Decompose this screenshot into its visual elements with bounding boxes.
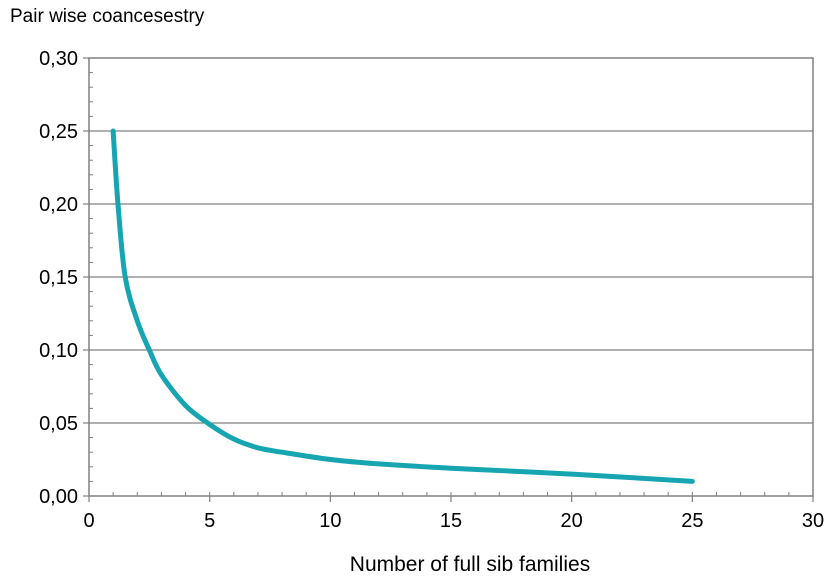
y-tick-label: 0,30 bbox=[39, 48, 78, 70]
data-point bbox=[207, 422, 212, 427]
plot-frame bbox=[88, 57, 814, 497]
x-tick-label: 0 bbox=[83, 510, 94, 532]
data-point bbox=[231, 437, 236, 442]
y-tick-label: 0,20 bbox=[39, 194, 78, 216]
data-point bbox=[690, 479, 695, 484]
y-axis-title: Pair wise coancesestry bbox=[10, 6, 205, 27]
data-point bbox=[569, 472, 574, 477]
y-tick-label: 0,10 bbox=[39, 340, 78, 362]
data-point bbox=[449, 466, 454, 471]
series-line bbox=[110, 128, 695, 484]
data-point bbox=[147, 348, 152, 353]
data-point bbox=[159, 372, 164, 377]
x-tick-label: 15 bbox=[440, 510, 462, 532]
y-tick-label: 0,05 bbox=[39, 413, 78, 435]
x-axis-title: Number of full sib families bbox=[349, 553, 591, 576]
x-tick-label: 20 bbox=[561, 510, 583, 532]
data-point bbox=[135, 318, 140, 323]
data-point bbox=[111, 129, 116, 134]
x-tick-label: 5 bbox=[204, 510, 215, 532]
y-tick-label: 0,00 bbox=[39, 486, 78, 508]
data-point bbox=[183, 403, 188, 408]
data-point bbox=[376, 461, 381, 466]
data-point bbox=[328, 457, 333, 462]
x-tick-label: 30 bbox=[802, 510, 824, 532]
x-tick-label: 10 bbox=[319, 510, 341, 532]
data-point bbox=[115, 202, 120, 207]
data-point bbox=[280, 450, 285, 455]
data-point bbox=[123, 275, 128, 280]
y-tick-label: 0,25 bbox=[39, 121, 78, 143]
data-point bbox=[255, 445, 260, 450]
y-tick-label: 0,15 bbox=[39, 267, 78, 289]
x-tick-label: 25 bbox=[681, 510, 703, 532]
